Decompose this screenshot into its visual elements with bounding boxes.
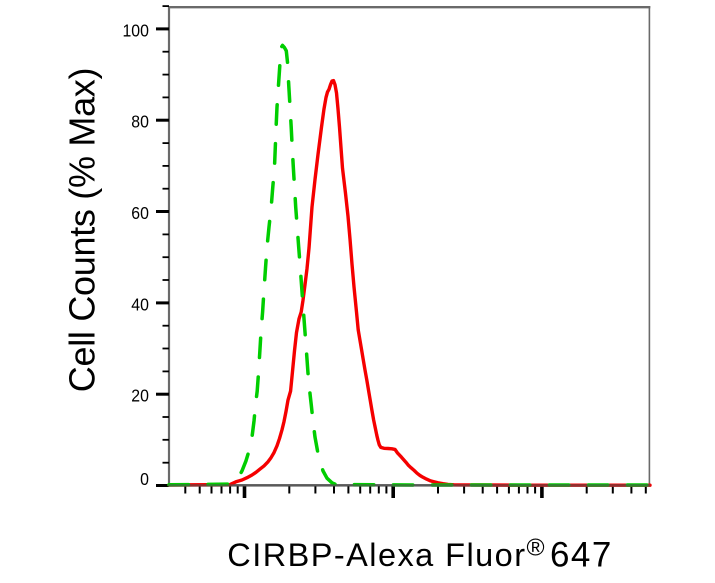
svg-text:0: 0 bbox=[140, 469, 149, 489]
svg-text:Cell Counts (% Max): Cell Counts (% Max) bbox=[62, 68, 103, 392]
svg-text:60: 60 bbox=[131, 203, 149, 223]
svg-text:100: 100 bbox=[122, 20, 148, 40]
svg-text:20: 20 bbox=[131, 386, 149, 406]
svg-text:CIRBP-Alexa Fluor®647: CIRBP-Alexa Fluor® 647 bbox=[227, 534, 612, 574]
svg-text:40: 40 bbox=[131, 294, 149, 314]
svg-text:80: 80 bbox=[131, 112, 149, 132]
